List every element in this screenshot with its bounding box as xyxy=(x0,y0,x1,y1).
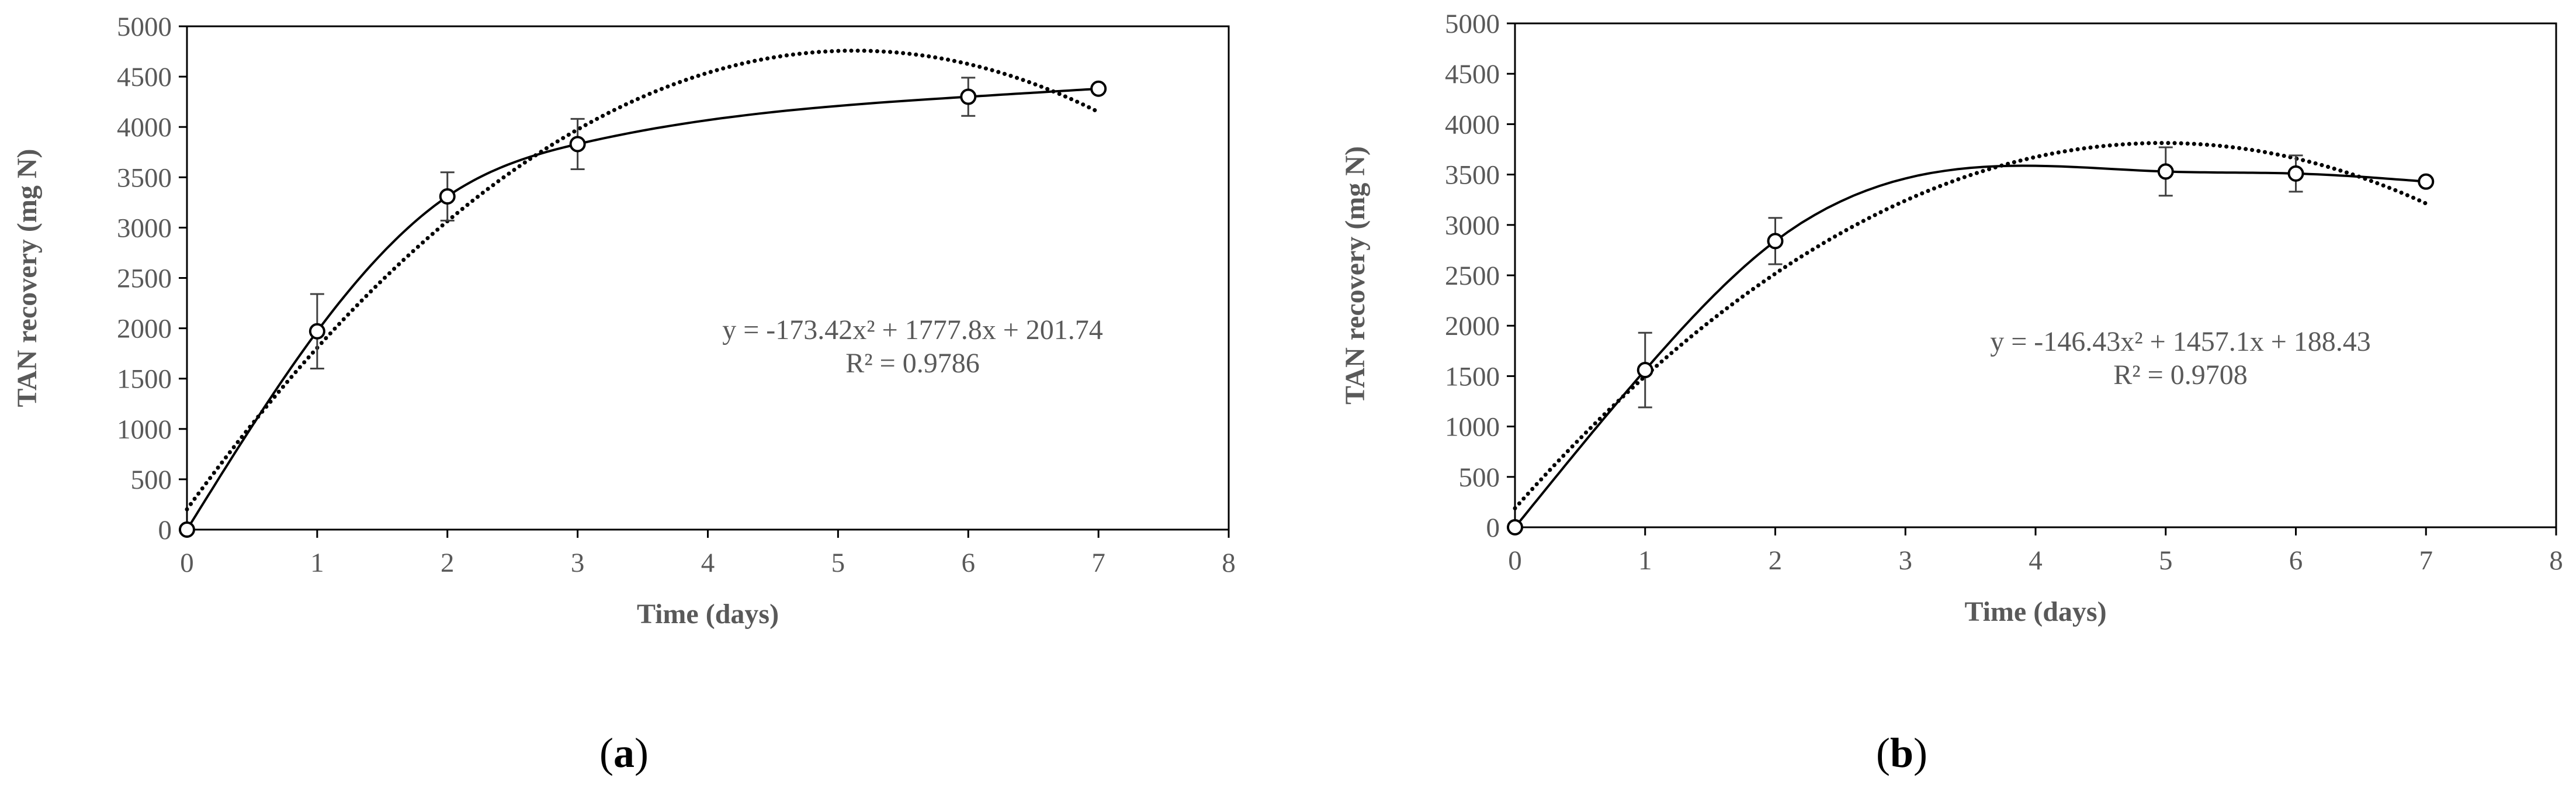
data-point xyxy=(439,188,456,205)
x-axis-title: Time (days) xyxy=(637,599,779,630)
panel-label-close: ) xyxy=(635,730,649,776)
data-point xyxy=(308,323,325,340)
y-tick-label: 500 xyxy=(1459,462,1500,493)
y-tick-label: 2500 xyxy=(117,264,172,294)
x-tick-label: 2 xyxy=(441,548,455,578)
trendline-equation: y = -146.43x² + 1457.1x + 188.43 xyxy=(1990,326,2371,357)
y-tick-label: 1000 xyxy=(1445,412,1500,443)
y-tick-label: 2000 xyxy=(117,314,172,344)
x-tick-label: 5 xyxy=(831,548,845,578)
x-tick-label: 0 xyxy=(1508,545,1522,576)
x-tick-label: 0 xyxy=(180,548,194,578)
panel-label: (b) xyxy=(1876,730,1927,776)
panel-label-open: ( xyxy=(599,730,613,776)
trendline-equation: y = -173.42x² + 1777.8x + 201.74 xyxy=(722,314,1103,345)
y-tick-label: 500 xyxy=(131,465,172,495)
plot-area-border xyxy=(1514,22,2557,528)
y-tick-label: 4000 xyxy=(117,112,172,143)
x-tick-label: 4 xyxy=(2029,545,2043,576)
data-point xyxy=(2287,165,2304,182)
data-point xyxy=(1637,362,1653,379)
data-point xyxy=(1090,80,1107,97)
y-tick-label: 0 xyxy=(158,515,172,545)
x-tick-label: 8 xyxy=(1222,548,1236,578)
y-tick-label: 1000 xyxy=(117,414,172,445)
plot-area-border xyxy=(186,25,1230,531)
y-tick-label: 3500 xyxy=(117,163,172,193)
x-tick-label: 6 xyxy=(962,548,976,578)
y-tick-label: 1500 xyxy=(117,364,172,395)
data-point xyxy=(960,88,977,105)
data-point xyxy=(2418,173,2435,190)
data-point xyxy=(179,521,195,538)
x-tick-label: 1 xyxy=(310,548,324,578)
r-squared-label: R² = 0.9786 xyxy=(845,348,979,379)
r-squared-label: R² = 0.9708 xyxy=(2113,360,2247,390)
y-tick-label: 5000 xyxy=(117,12,172,42)
y-tick-label: 3500 xyxy=(1445,160,1500,191)
series-line xyxy=(1514,164,2426,528)
chart-panel-a: 0 1 2 3 4 5 6 7 8 0 500 1000 1500 2000 2500 3000 3500 400… xyxy=(12,12,1236,776)
x-tick-label: 3 xyxy=(571,548,585,578)
panel-label-letter: a xyxy=(613,730,635,776)
x-tick-label: 2 xyxy=(1769,545,1783,576)
y-tick-label: 3000 xyxy=(1445,210,1500,241)
series-line xyxy=(186,87,1099,531)
x-tick-label: 8 xyxy=(2549,545,2563,576)
trendline-polynomial xyxy=(185,49,1101,511)
y-tick-label: 0 xyxy=(1486,513,1500,543)
panel-label: (a) xyxy=(599,730,649,776)
chart-panel-b: 0 1 2 3 4 5 6 7 8 0 500 1000 1500 2000 2500 3000 3500 400… xyxy=(1340,9,2563,776)
y-tick-label: 4500 xyxy=(1445,59,1500,89)
y-axis-title: TAN recovery (mg N) xyxy=(1340,146,1371,405)
x-tick-label: 4 xyxy=(701,548,715,578)
trendline-polynomial xyxy=(1513,141,2428,510)
panel-label-close: ) xyxy=(1913,730,1927,776)
data-point xyxy=(2157,163,2174,180)
panel-label-letter: b xyxy=(1890,730,1913,776)
x-tick-label: 6 xyxy=(2289,545,2303,576)
data-point xyxy=(1507,519,1523,535)
y-tick-label: 5000 xyxy=(1445,9,1500,39)
x-tick-label: 3 xyxy=(1899,545,1913,576)
x-tick-label: 5 xyxy=(2159,545,2173,576)
x-axis-title: Time (days) xyxy=(1964,596,2106,627)
y-tick-label: 2500 xyxy=(1445,261,1500,291)
y-tick-label: 2000 xyxy=(1445,311,1500,341)
y-tick-label: 1500 xyxy=(1445,361,1500,392)
x-tick-label: 1 xyxy=(1638,545,1652,576)
panel-label-open: ( xyxy=(1876,730,1890,776)
y-axis-title: TAN recovery (mg N) xyxy=(12,148,43,407)
y-tick-label: 3000 xyxy=(117,213,172,243)
x-tick-label: 7 xyxy=(1091,548,1105,578)
data-point xyxy=(569,136,586,153)
data-point xyxy=(1767,233,1784,250)
y-tick-label: 4000 xyxy=(1445,109,1500,140)
x-tick-label: 7 xyxy=(2419,545,2433,576)
y-tick-label: 4500 xyxy=(117,62,172,92)
